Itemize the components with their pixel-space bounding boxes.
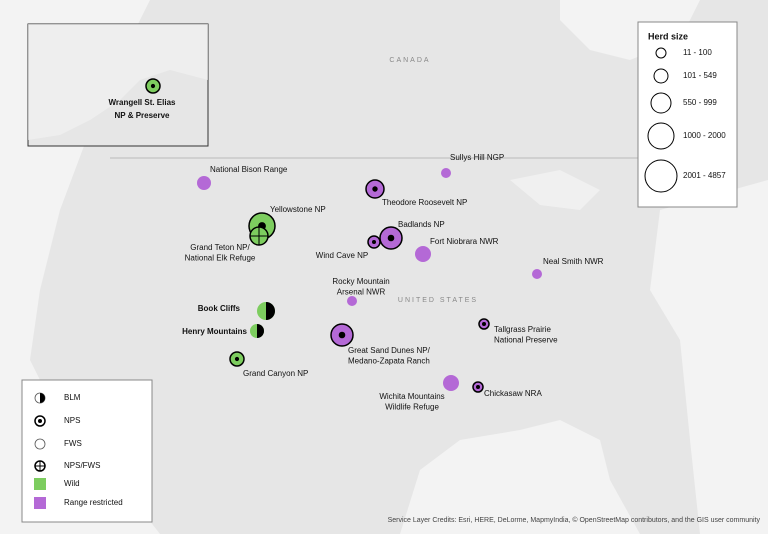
- legend-label: NPS: [64, 416, 80, 425]
- site-marker: [415, 246, 431, 262]
- legend-label: BLM: [64, 393, 81, 402]
- site-marker: [443, 375, 459, 391]
- site-label: Theodore Roosevelt NP: [382, 198, 467, 207]
- site-label: Tallgrass Prairie: [494, 325, 551, 334]
- site-label: Rocky Mountain: [332, 277, 389, 286]
- legend-label: 101 - 549: [683, 71, 717, 80]
- agency-ring: [478, 318, 490, 330]
- site-label: Wichita Mountains: [379, 392, 444, 401]
- legend-label: NPS/FWS: [64, 461, 100, 470]
- size-symbol: [655, 47, 667, 59]
- legend-label: 550 - 999: [683, 98, 717, 107]
- legend-swatch: [34, 497, 46, 509]
- legend-label: FWS: [64, 439, 82, 448]
- size-symbol: [650, 92, 672, 114]
- agency-symbol: [482, 322, 486, 326]
- site-label: Grand Canyon NP: [243, 369, 308, 378]
- agency-symbol: [387, 234, 395, 242]
- agency-symbol: [150, 83, 156, 89]
- site-label: Book Cliffs: [198, 304, 241, 313]
- legend-label: 11 - 100: [683, 48, 712, 57]
- site-marker: [347, 296, 357, 306]
- country-label: CANADA: [389, 57, 430, 64]
- site-label: Wind Cave NP: [316, 251, 368, 260]
- legend-title: Herd size: [648, 31, 688, 41]
- inset-label: NP & Preserve: [115, 111, 171, 120]
- site-label: Badlands NP: [398, 220, 445, 229]
- agency-symbol: [40, 393, 45, 403]
- size-symbol: [647, 122, 675, 150]
- site-label: Neal Smith NWR: [543, 257, 604, 266]
- agency-symbol: [338, 331, 346, 339]
- legend-label: 1000 - 2000: [683, 131, 726, 140]
- site-label: Arsenal NWR: [337, 288, 386, 297]
- agency-ring: [34, 460, 46, 472]
- gulf: [400, 420, 640, 534]
- site-marker: [441, 168, 451, 178]
- site-label: National Bison Range: [210, 165, 288, 174]
- agency-symbol: [372, 240, 376, 244]
- agency-ring: [472, 381, 484, 393]
- inset-water: [28, 24, 208, 140]
- agency-ring: [330, 323, 354, 347]
- site-label: Grand Teton NP/: [190, 243, 250, 252]
- site-label: Medano-Zapata Ranch: [348, 357, 430, 366]
- atlantic: [650, 180, 768, 534]
- site-label: Chickasaw NRA: [484, 389, 542, 398]
- size-symbol: [653, 68, 669, 84]
- site-label: Wildlife Refuge: [385, 403, 439, 412]
- agency-ring: [379, 226, 403, 250]
- agency-ring: [249, 226, 269, 246]
- legend-swatch: [34, 478, 46, 490]
- agency-symbol: [266, 302, 275, 320]
- country-label: UNITED STATES: [398, 297, 478, 304]
- site-label: Fort Niobrara NWR: [430, 237, 499, 246]
- site-label: Yellowstone NP: [270, 205, 326, 214]
- legend-label: 2001 - 4857: [683, 171, 726, 180]
- agency-ring: [145, 78, 161, 94]
- size-symbol: [644, 159, 678, 193]
- agency-ring: [34, 415, 46, 427]
- site-marker: [197, 176, 211, 190]
- credits: Service Layer Credits: Esri, HERE, DeLor…: [388, 516, 761, 524]
- agency-symbol: [372, 186, 378, 192]
- agency-symbol: [38, 419, 42, 423]
- agency-symbol: [257, 324, 264, 338]
- site-label: Sullys Hill NGP: [450, 153, 504, 162]
- site-label: National Preserve: [494, 336, 558, 345]
- site-marker: [34, 438, 46, 450]
- agency-ring: [365, 179, 385, 199]
- legend-label: Wild: [64, 479, 80, 488]
- site-label: National Elk Refuge: [185, 254, 256, 263]
- site-label: Henry Mountains: [182, 327, 247, 336]
- agency-ring: [367, 235, 381, 249]
- legend-label: Range restricted: [64, 498, 123, 507]
- site-label: Great Sand Dunes NP/: [348, 346, 431, 355]
- agency-symbol: [250, 227, 268, 245]
- great-lakes: [510, 170, 600, 210]
- site-marker: [532, 269, 542, 279]
- agency-symbol: [476, 385, 480, 389]
- agency-symbol: [234, 356, 240, 362]
- agency-symbol: [35, 461, 45, 471]
- agency-ring: [229, 351, 245, 367]
- inset-label: Wrangell St. Elias: [109, 98, 177, 107]
